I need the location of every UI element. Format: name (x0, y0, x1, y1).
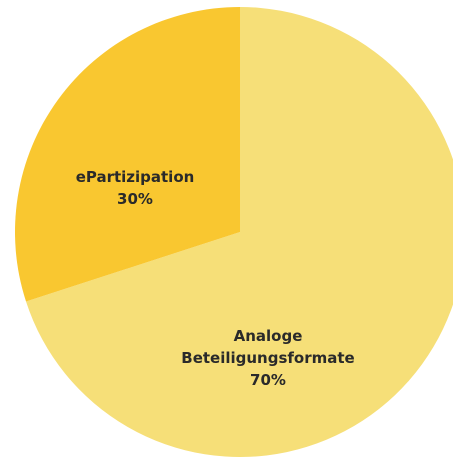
value-label: 70% (250, 371, 286, 389)
pie-slice (14, 7, 240, 302)
slice-label: ePartizipation 30% (40, 166, 230, 210)
category-label: ePartizipation (75, 168, 195, 186)
value-label: 30% (117, 190, 153, 208)
slice-label: Analoge Beteiligungsformate 70% (173, 325, 363, 391)
category-label: Analoge Beteiligungsformate (181, 327, 355, 367)
pie-slice (26, 7, 453, 457)
